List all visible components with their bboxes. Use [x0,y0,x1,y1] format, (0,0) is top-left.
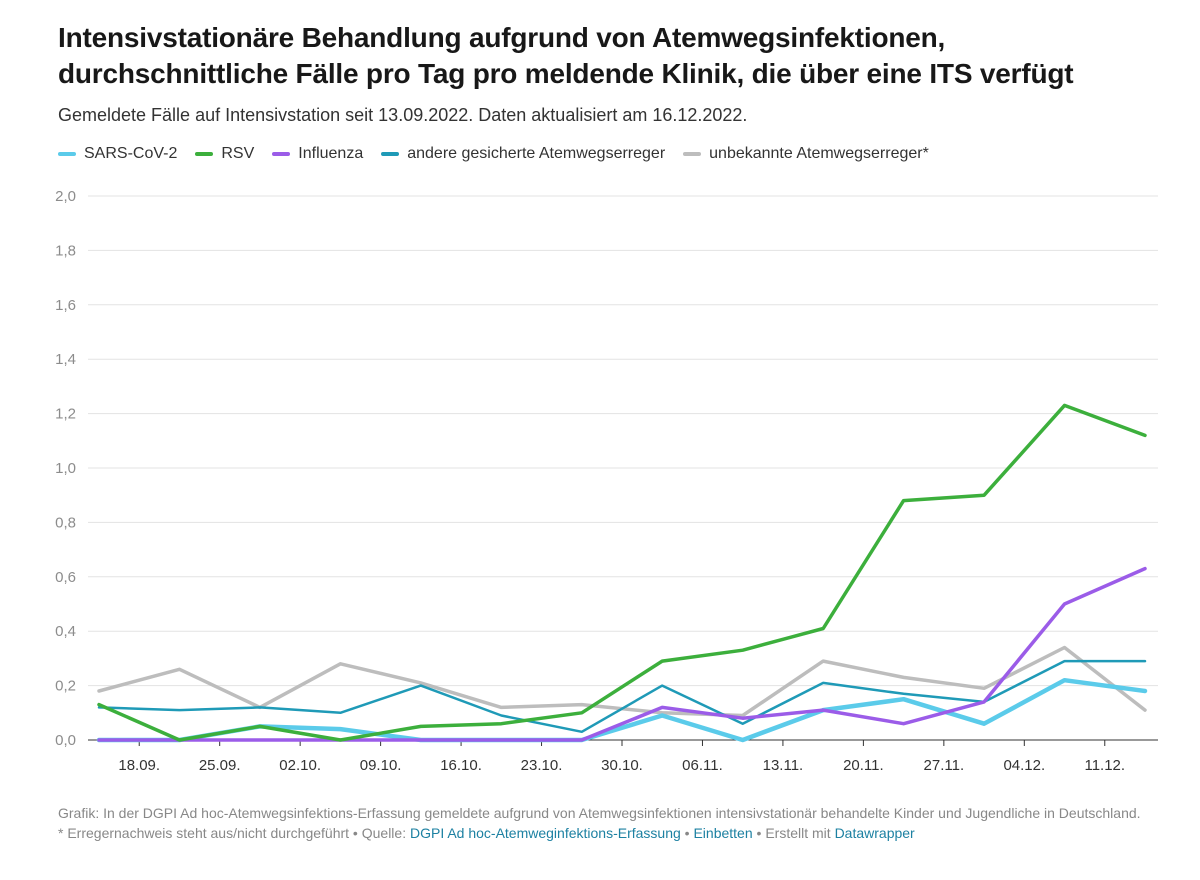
legend-item-rsv: RSV [195,145,254,163]
legend-label-influenza: Influenza [298,145,364,162]
legend-swatch-sars-cov-2 [58,152,76,156]
footer-separator-2: • Erstellt mit [752,825,835,841]
chart-legend: SARS-CoV-2 RSV Influenza andere gesicher… [58,145,929,163]
legend-label-unbekannte-erreger: unbekannte Atemwegserreger* [709,145,929,162]
series-line-unbekannte-atemwegserreger [97,645,1147,718]
x-tick-label: 23.10. [521,757,563,774]
legend-swatch-unbekannte-erreger [683,152,702,156]
y-tick-label: 0,6 [55,569,76,586]
legend-label-andere-erreger: andere gesicherte Atemwegserreger [407,145,666,162]
x-tick-label: 09.10. [360,757,402,774]
x-tick-label: 27.11. [924,757,965,774]
legend-item-andere-erreger: andere gesicherte Atemwegserreger [381,145,665,163]
x-axis: 18.09. 25.09. 02.10. 09.10. 16.10. 23.10. 30.1… [118,740,1125,774]
chart-gridlines [88,195,1158,741]
legend-item-influenza: Influenza [272,145,363,163]
y-tick-label: 0,2 [55,678,76,695]
x-tick-label: 02.10. [279,757,321,774]
x-tick-label: 11.12. [1084,757,1125,774]
line-chart: 0,0 0,2 0,4 0,6 0,8 1,0 1,2 1,4 1,6 1,8 2,0 18.09.… [55,188,1158,774]
series-line-sars-cov-2 [96,677,1148,743]
series-line-influenza [97,566,1147,742]
chart-series [96,403,1148,743]
y-tick-label: 0,8 [55,514,76,531]
legend-swatch-rsv [195,152,214,156]
x-tick-label: 06.11. [682,757,723,774]
y-tick-label: 2,0 [55,188,76,205]
x-tick-label: 30.10. [601,757,643,774]
chart-subtitle: Gemeldete Fälle auf Intensivstation seit… [58,105,748,125]
y-tick-label: 1,4 [55,351,76,368]
series-line-rsv [97,403,1147,742]
chart-title-line-1: Intensivstationäre Behandlung aufgrund v… [58,22,946,53]
chart-title: Intensivstationäre Behandlung aufgrund v… [58,20,1168,92]
series-line-andere-gesicherte-atemwegserreger [97,659,1147,734]
footer-note: Grafik: In der DGPI Ad hoc-Atemwegsinfek… [58,805,1141,841]
x-tick-label: 04.12. [1003,757,1045,774]
y-tick-label: 0,0 [55,732,76,749]
legend-item-sars-cov-2: SARS-CoV-2 [58,145,177,163]
x-tick-label: 16.10. [440,757,482,774]
y-tick-label: 0,4 [55,623,76,640]
legend-label-sars-cov-2: SARS-CoV-2 [84,145,178,162]
y-tick-label: 1,8 [55,242,76,259]
embed-link[interactable]: Einbetten [693,825,753,841]
footer-separator-1: • [680,825,694,841]
y-tick-label: 1,0 [55,460,76,477]
x-tick-label: 13.11. [763,757,804,774]
y-tick-label: 1,6 [55,297,76,314]
x-tick-label: 20.11. [843,757,884,774]
datawrapper-link[interactable]: Datawrapper [834,825,915,841]
chart-footer: Grafik: In der DGPI Ad hoc-Atemwegsinfek… [58,803,1148,843]
source-link[interactable]: DGPI Ad hoc-Atemweginfektions-Erfassung [409,825,681,841]
legend-swatch-andere-erreger [381,152,400,156]
x-tick-label: 25.09. [199,757,241,774]
y-axis: 0,0 0,2 0,4 0,6 0,8 1,0 1,2 1,4 1,6 1,8 2,0 [55,188,76,749]
legend-item-unbekannte-erreger: unbekannte Atemwegserreger* [683,145,929,163]
legend-label-rsv: RSV [221,145,255,162]
y-tick-label: 1,2 [55,406,76,423]
x-tick-label: 18.09. [118,757,160,774]
legend-swatch-influenza [272,152,291,156]
chart-title-line-2: durchschnittliche Fälle pro Tag pro meld… [58,58,1074,89]
